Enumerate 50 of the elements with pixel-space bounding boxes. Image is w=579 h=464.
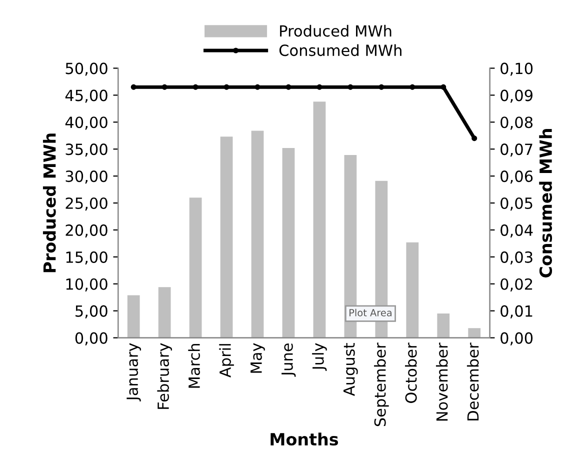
y-tick-label: 15,00 <box>66 251 108 264</box>
y-tick-label: 0,00 <box>75 332 108 346</box>
y-tick-label: 5,00 <box>76 305 108 318</box>
y2-tick-label: 0,09 <box>500 90 532 103</box>
bar <box>220 136 233 338</box>
y-tick-label: 45,00 <box>65 90 108 103</box>
legend-label: Consumed MWh <box>279 44 402 56</box>
y-tick-label: 35,00 <box>66 144 108 157</box>
x-tick-label: February <box>157 343 172 409</box>
y-axis-title: Produced MWh <box>42 134 56 272</box>
y2-tick-label: 0,03 <box>500 251 532 264</box>
x-tick-label: August <box>344 343 358 396</box>
bar <box>437 314 450 338</box>
bar <box>468 328 481 338</box>
x-tick-label: December <box>466 342 479 420</box>
bar <box>313 102 326 338</box>
x-tick-label: April <box>219 344 234 378</box>
y-tick-label: 30,00 <box>66 170 108 184</box>
bar <box>158 287 171 338</box>
bar <box>189 198 202 338</box>
y2-axis-title: Consumed MWh <box>539 129 552 278</box>
bar <box>127 295 140 338</box>
x-tick-label: July <box>312 343 327 371</box>
y2-tick-label: 0,00 <box>500 332 533 346</box>
x-tick-label: May <box>250 343 265 373</box>
x-tick-label: October <box>405 342 417 403</box>
y-tick-label: 20,00 <box>66 224 108 238</box>
y2-tick-label: 0,01 <box>500 305 532 318</box>
y2-tick-label: 0,02 <box>500 278 532 292</box>
y2-tick-label: 0,08 <box>500 116 533 130</box>
y-tick-label: 40,00 <box>65 116 108 130</box>
x-axis-title: Months <box>270 432 338 446</box>
x-tick-label: November <box>436 342 448 421</box>
x-tick-label: March <box>188 344 200 388</box>
y2-tick-label: 0,06 <box>500 170 533 184</box>
legend-label: Produced MWh <box>280 24 392 37</box>
x-tick-label: January <box>126 343 141 402</box>
y-tick-label: 50,00 <box>66 62 108 76</box>
y2-tick-label: 0,05 <box>500 197 532 211</box>
annotation: Plot Area <box>350 308 392 316</box>
y2-tick-label: 0,07 <box>500 144 532 157</box>
x-tick-label: September <box>374 342 389 426</box>
bar <box>251 130 264 338</box>
y2-tick-label: 0,10 <box>500 62 533 76</box>
y-tick-label: 10,00 <box>66 278 108 292</box>
y2-tick-label: 0,04 <box>500 224 533 238</box>
bar <box>282 148 295 338</box>
bar <box>406 242 419 338</box>
y-tick-label: 25,00 <box>66 197 108 211</box>
x-tick-label: June <box>282 343 296 377</box>
